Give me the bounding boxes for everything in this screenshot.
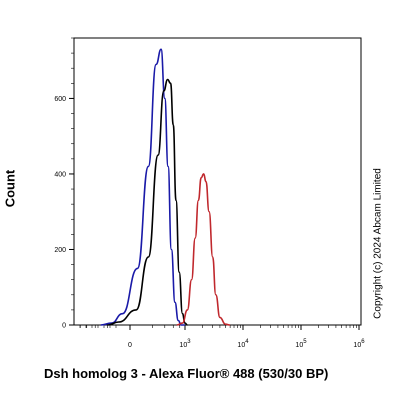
y-tick-label: 400: [54, 171, 66, 178]
x-tick-label: 104: [237, 339, 249, 349]
y-tick-label: 600: [54, 96, 66, 103]
histogram-series-2: [107, 78, 188, 326]
x-axis-label: Dsh homolog 3 - Alexa Fluor® 488 (530/30…: [44, 366, 329, 381]
axes-layer: 0 200 400 600 0 103 104 105 106: [54, 37, 365, 349]
histogram-series-1: [100, 48, 185, 326]
x-tick-label: 105: [295, 339, 307, 349]
x-tick-label: 0: [128, 342, 132, 349]
copyright-text: Copyright (c) 2024 Abcam Limited: [372, 168, 384, 319]
histogram-series-3: [176, 173, 231, 326]
y-tick-label: 0: [62, 323, 66, 330]
plot-frame: [73, 37, 362, 326]
y-tick-label: 200: [54, 247, 66, 254]
y-axis-label-text: Count: [2, 169, 18, 207]
x-tick-label: 103: [179, 339, 191, 349]
x-tick-label: 106: [353, 339, 365, 349]
series-layer: [100, 48, 231, 326]
y-axis-label: Count: [0, 168, 22, 208]
